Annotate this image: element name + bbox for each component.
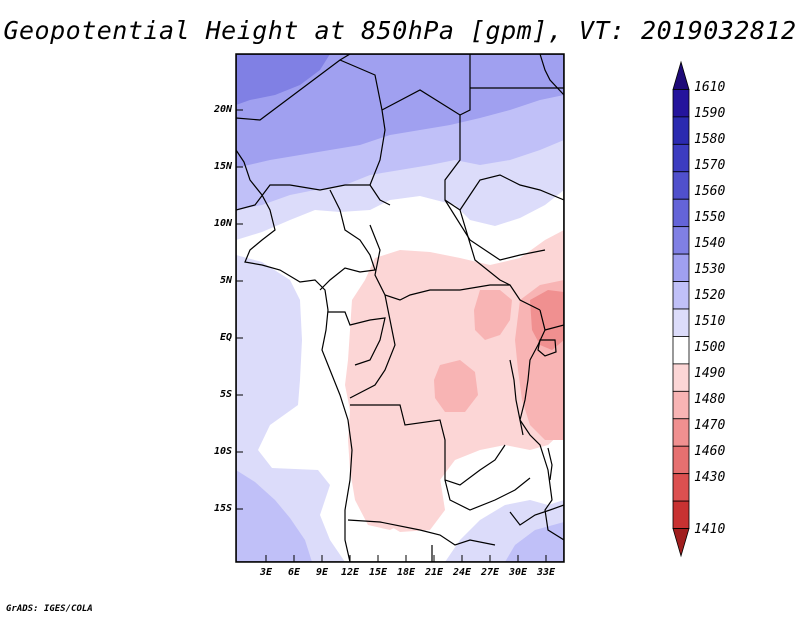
colorbar-label: 1590 (694, 106, 726, 121)
axis-ticks (236, 109, 547, 562)
contour-1530-southeast (505, 522, 564, 562)
colorbar-label: 1410 (694, 522, 726, 537)
contour-1520-southwest (236, 255, 345, 562)
x-tick-label: 27E (480, 567, 500, 578)
colorbar-segment (672, 281, 690, 310)
colorbar-label: 1610 (694, 80, 726, 95)
lake-victoria (537, 339, 557, 357)
border-zambia-south (444, 477, 531, 511)
y-tick-label: 15N (213, 161, 232, 172)
colorbar-label: 1480 (694, 392, 726, 407)
x-tick-label: 6E (287, 567, 301, 578)
grads-credit: GrADS: IGES/COLA (6, 604, 93, 614)
y-tick-label: 10N (213, 218, 232, 229)
coastline-west-africa (236, 149, 353, 562)
colorbar-label: 1540 (694, 236, 726, 251)
colorbar-segment (672, 198, 690, 228)
x-tick-label: 30E (508, 567, 528, 578)
x-tick-label: 12E (340, 567, 360, 578)
contour-1480-east (530, 290, 564, 350)
x-tick-label: 33E (536, 567, 556, 578)
red-sea-coast (539, 54, 564, 96)
border-cameroon-car (369, 224, 541, 311)
x-tick-label: 18E (396, 567, 416, 578)
colorbar-label: 1570 (694, 158, 726, 173)
colorbar-label: 1550 (694, 210, 726, 225)
colorbar-label: 1510 (694, 314, 726, 329)
x-tick-label: 9E (315, 567, 329, 578)
colorbar-label: 1430 (694, 470, 726, 485)
border-east-africa (519, 309, 564, 541)
colorbar-segment (672, 528, 690, 558)
colorbar-label: 1580 (694, 132, 726, 147)
colorbar-label: 1500 (694, 340, 726, 355)
colorbar-label: 1490 (694, 366, 726, 381)
colorbar-segment (672, 89, 690, 118)
y-tick-label: 15S (213, 503, 232, 514)
lake-malawi (547, 447, 553, 481)
y-tick-label: 5N (219, 275, 232, 286)
x-tick-label: 3E (259, 567, 273, 578)
border-sudan-south (444, 199, 546, 261)
contour-1530-southwest (236, 470, 312, 562)
colorbar-segment (672, 308, 690, 337)
coastlines-borders (236, 54, 564, 562)
y-tick-label: 20N (213, 104, 232, 115)
border-drc-angola (350, 404, 506, 486)
border-kenya-tanzania (544, 324, 564, 331)
border-nigeria (319, 189, 376, 291)
plot-frame (235, 53, 565, 563)
colorbar-segment (672, 418, 690, 447)
x-tick-label: 15E (368, 567, 388, 578)
x-tick-label: 24E (452, 567, 472, 578)
colorbar-segment (672, 116, 690, 145)
colorbar-label: 1520 (694, 288, 726, 303)
y-tick-label: 5S (219, 389, 232, 400)
colorbar-segment (672, 171, 690, 200)
border-sahara-west (236, 54, 351, 121)
colorbar-segment (672, 143, 690, 173)
contour-1490-basin-south (434, 360, 478, 412)
contour-1500-angola-south (365, 440, 445, 532)
colorbar-segment (672, 226, 690, 255)
border-ethiopia (459, 174, 564, 211)
colorbar-segment (672, 473, 690, 502)
colorbar-label: 1460 (694, 444, 726, 459)
height-field (236, 54, 564, 562)
x-tick-label: 21E (424, 567, 444, 578)
colorbar (672, 60, 690, 558)
border-angola-namibia (347, 519, 496, 546)
colorbar-segment (672, 60, 690, 90)
contour-1540-north (236, 54, 564, 168)
border-mozambique (509, 504, 564, 526)
border-sahel-west (236, 184, 391, 211)
lake-tanganyika (509, 359, 524, 436)
contour-1490-congo (474, 290, 512, 340)
colorbar-segment (672, 390, 690, 420)
y-tick-label: EQ (219, 332, 232, 343)
chart-title: Geopotential Height at 850hPa [gpm], VT:… (3, 16, 797, 45)
colorbar-segment (672, 500, 690, 529)
colorbar-segment (672, 253, 690, 282)
colorbar-segment (672, 445, 690, 475)
border-chad-sudan (444, 115, 511, 286)
contour-1550-north (236, 54, 330, 105)
colorbar-label: 1470 (694, 418, 726, 433)
border-gabon-congo (328, 311, 386, 366)
colorbar-label: 1560 (694, 184, 726, 199)
colorbar-segment (672, 363, 690, 392)
colorbar-label: 1530 (694, 262, 726, 277)
border-congo-drc (349, 294, 396, 399)
colorbar-segment (672, 336, 690, 365)
border-mali-niger (339, 59, 386, 186)
y-tick-label: 10S (213, 446, 232, 457)
